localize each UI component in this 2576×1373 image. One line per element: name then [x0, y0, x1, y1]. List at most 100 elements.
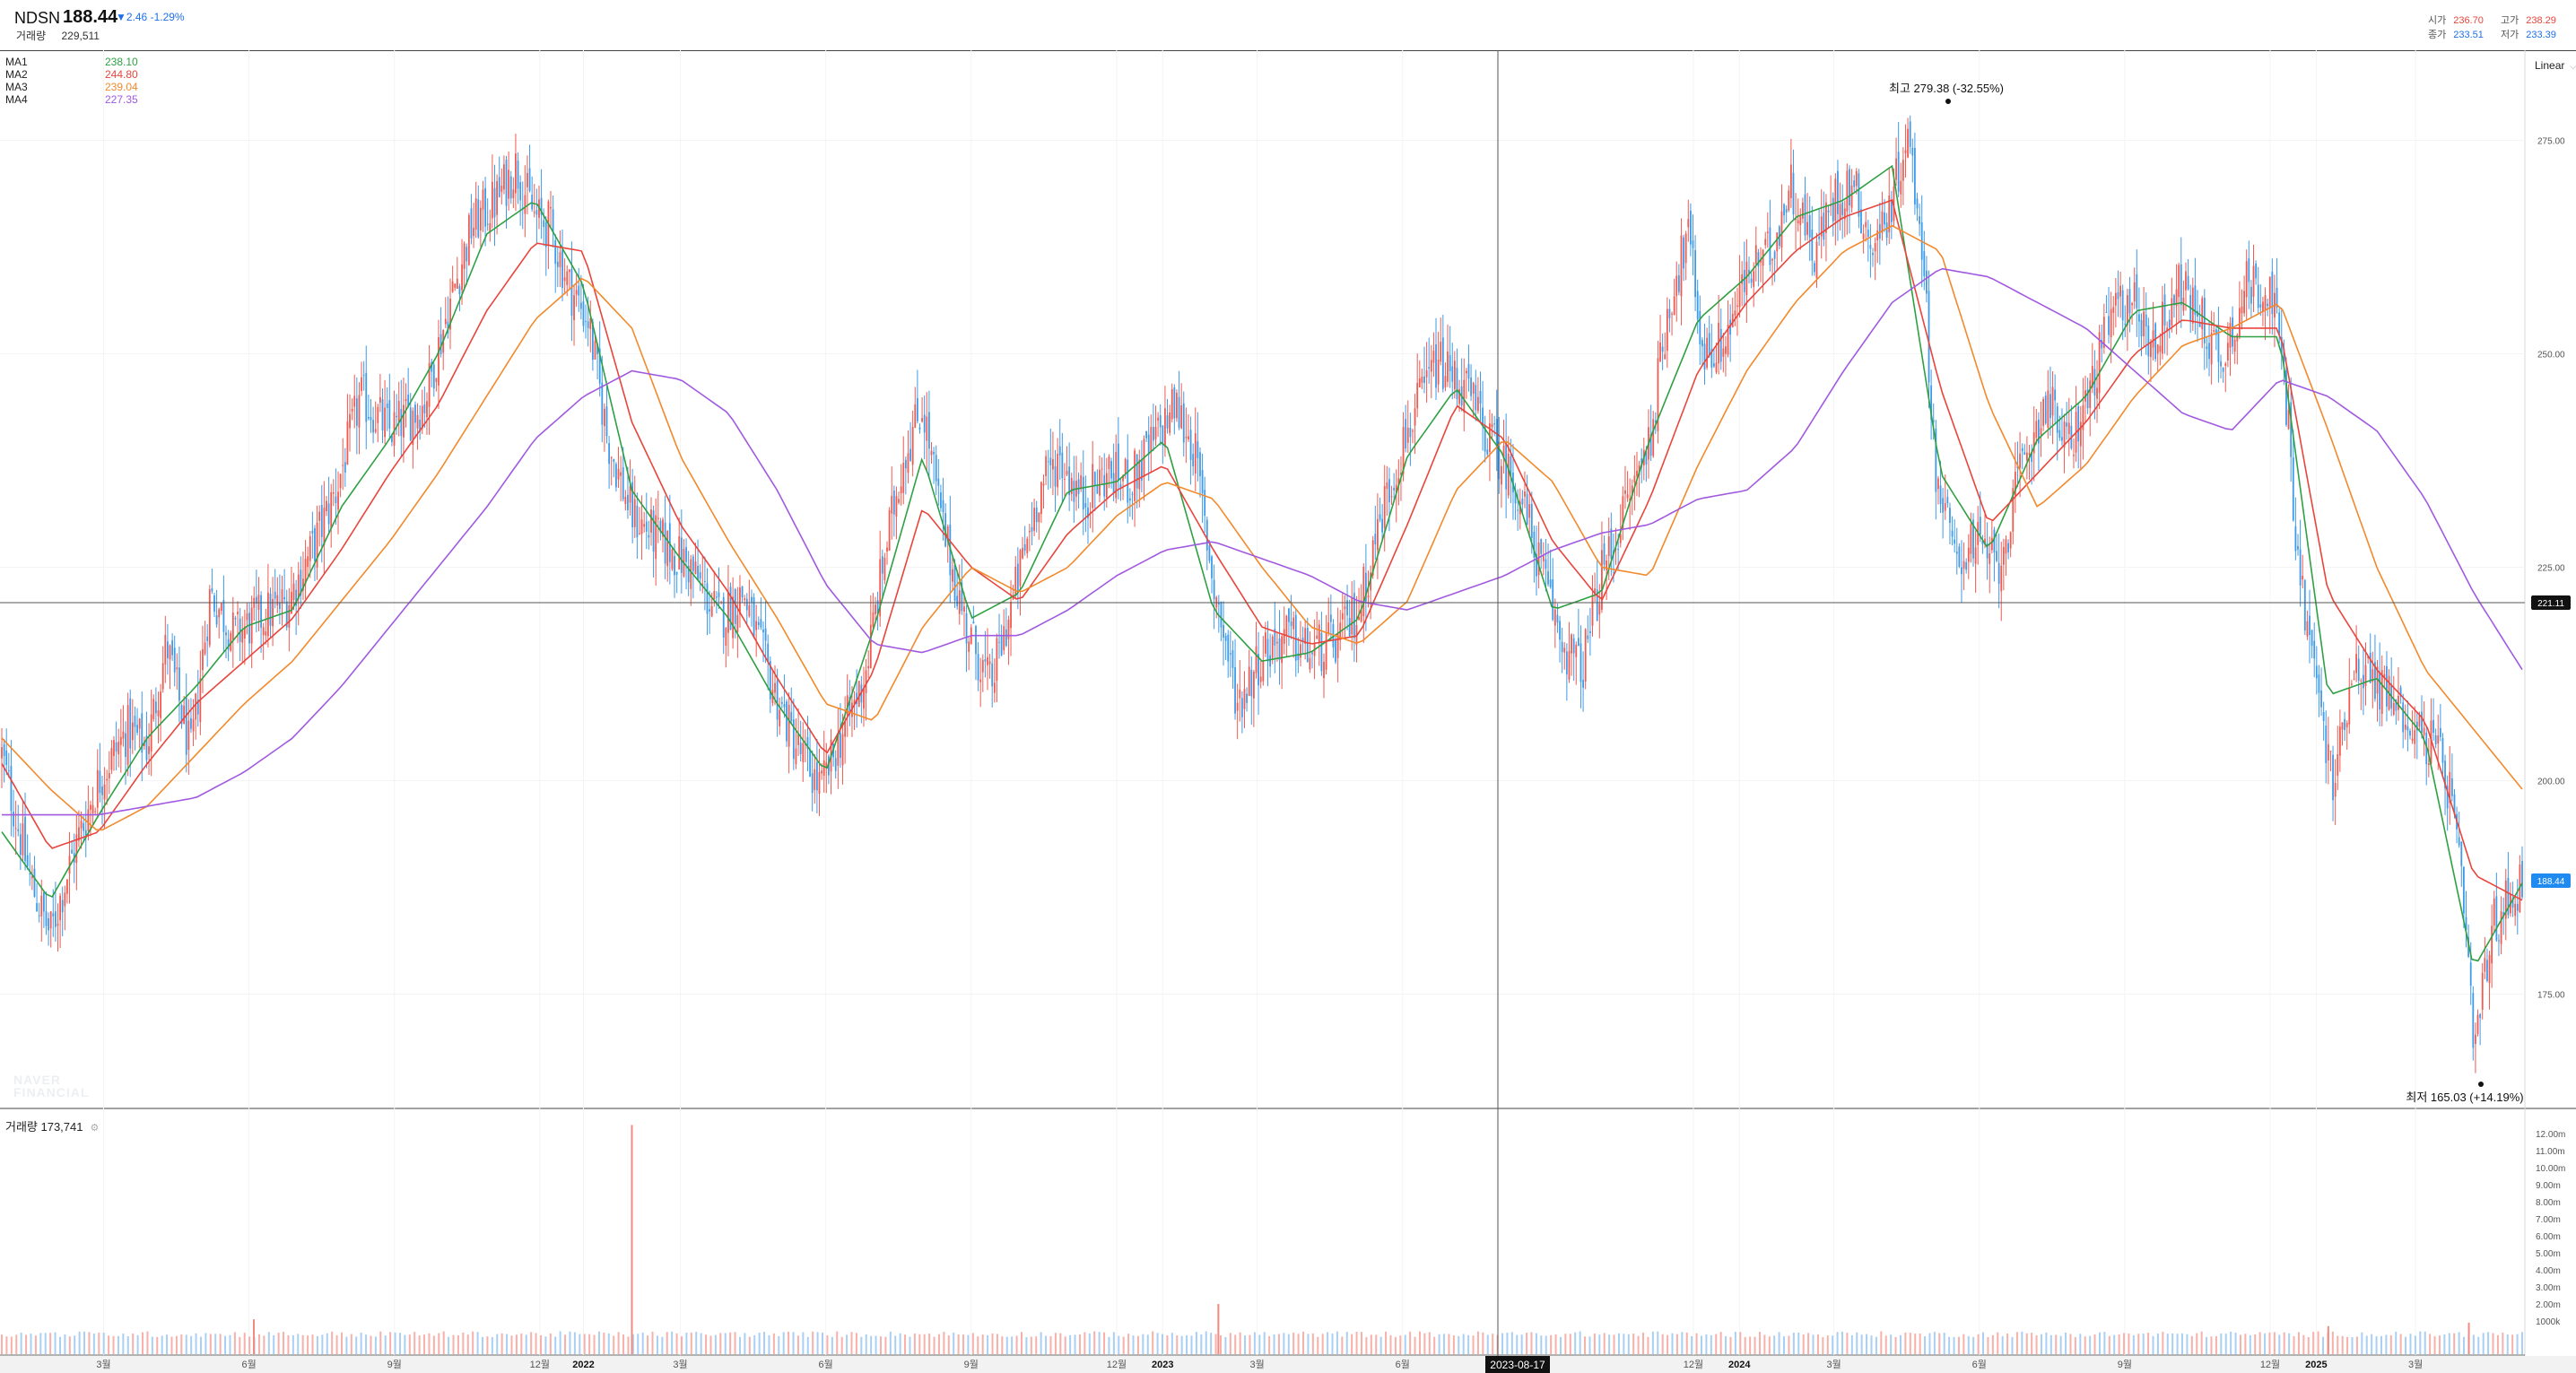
ma-legend-row[interactable]: MA4 227.35: [5, 93, 158, 106]
candle: [1862, 233, 1865, 239]
volume-bar: [651, 1331, 654, 1354]
volume-bar: [1186, 1334, 1188, 1354]
ma-legend-row[interactable]: MA1 238.10: [5, 56, 158, 68]
price-tick-label: 250.00: [2537, 351, 2565, 361]
candle: [1850, 186, 1853, 208]
candle: [904, 459, 907, 469]
volume-bar: [58, 1336, 61, 1354]
ma2-line: [1, 199, 2523, 901]
candle: [2322, 711, 2325, 721]
volume-bar: [1661, 1334, 1664, 1354]
candle: [841, 734, 844, 766]
volume-bar: [860, 1336, 863, 1354]
ma-legend-row[interactable]: MA2 244.80: [5, 68, 158, 81]
header-volume: 거래량 229,511: [16, 28, 112, 43]
candle: [183, 705, 186, 725]
candle: [2145, 314, 2147, 327]
volume-bar: [1190, 1335, 1193, 1354]
volume-bar: [1540, 1335, 1543, 1354]
volume-bar: [457, 1335, 459, 1354]
volume-tick-label: 3.00m: [2536, 1283, 2561, 1293]
volume-bar: [1443, 1334, 1446, 1354]
candle: [1584, 629, 1587, 682]
candle: [1348, 618, 1351, 637]
volume-bar: [2206, 1336, 2208, 1354]
volume-bar: [1146, 1334, 1149, 1354]
volume-bar: [1816, 1334, 1819, 1354]
candle: [722, 596, 725, 638]
candle: [2414, 730, 2416, 744]
candle: [1329, 614, 1332, 622]
candle: [110, 748, 113, 770]
volume-bar: [350, 1334, 352, 1354]
candle: [1211, 556, 1213, 578]
candle: [1243, 689, 1246, 709]
candle: [963, 606, 965, 612]
volume-bar: [2487, 1332, 2490, 1354]
candle: [865, 670, 867, 693]
time-tick-label: 9월: [387, 1359, 402, 1370]
candle: [2002, 547, 2005, 565]
volume-bar: [413, 1332, 416, 1354]
volume-bar: [812, 1331, 814, 1354]
candle: [1428, 367, 1431, 369]
candle: [1916, 198, 1919, 209]
candle: [699, 572, 701, 579]
volume-bar: [307, 1335, 309, 1354]
candle: [1362, 566, 1365, 617]
volume-bar: [1394, 1336, 1397, 1354]
candle: [849, 696, 851, 714]
candle: [239, 618, 241, 642]
volume-bar: [2084, 1336, 2086, 1354]
candle: [1928, 291, 1930, 383]
high-label: 고가: [2501, 15, 2519, 26]
candle: [587, 321, 589, 328]
candle: [1849, 169, 1850, 205]
volume-bar: [2307, 1336, 2310, 1354]
ma-legend-row[interactable]: MA3 239.04: [5, 81, 158, 93]
candle: [1171, 388, 1173, 420]
candle: [1484, 425, 1486, 452]
candle: [439, 334, 442, 354]
volume-bar: [1894, 1336, 1897, 1354]
gear-icon[interactable]: ⚙: [90, 1123, 100, 1134]
candle: [1441, 337, 1444, 389]
volume-bar: [1385, 1331, 1388, 1354]
time-tick-label: 3월: [2408, 1359, 2423, 1370]
volume-bar: [64, 1334, 66, 1354]
volume-bar: [1681, 1332, 1684, 1354]
volume-bar: [2278, 1334, 2281, 1354]
candle: [1388, 479, 1390, 503]
candle: [1476, 396, 1479, 412]
volume-bar: [1152, 1331, 1154, 1354]
watermark: NAVER FINANCIAL: [13, 1073, 89, 1099]
candle: [1019, 550, 1022, 587]
volume-bar: [2438, 1335, 2441, 1354]
volume-bar: [199, 1336, 202, 1354]
candle: [979, 679, 982, 682]
volume-bar: [2200, 1331, 2203, 1354]
candle: [1701, 340, 1703, 347]
open-value: 236.70: [2453, 15, 2484, 26]
volume-bar: [1866, 1334, 1868, 1354]
volume-bar: [996, 1334, 998, 1354]
candle: [783, 704, 786, 708]
volume-bar: [937, 1334, 940, 1354]
candle: [2315, 665, 2318, 679]
candle: [1010, 602, 1012, 629]
volume-bar: [1336, 1331, 1338, 1354]
volume-bar: [734, 1332, 736, 1354]
candle: [2079, 421, 2082, 447]
volume-bar: [1773, 1335, 1776, 1354]
candle: [1262, 660, 1265, 682]
volume-bar: [472, 1331, 474, 1354]
candle: [1234, 667, 1236, 714]
candle: [1341, 613, 1344, 620]
volume-bar: [661, 1336, 664, 1354]
volume-bar: [2118, 1334, 2120, 1354]
scale-mode-dropdown[interactable]: Linear ⌵: [2535, 59, 2576, 72]
volume-bar: [637, 1334, 640, 1354]
candle: [119, 736, 122, 745]
candle: [1536, 553, 1537, 577]
